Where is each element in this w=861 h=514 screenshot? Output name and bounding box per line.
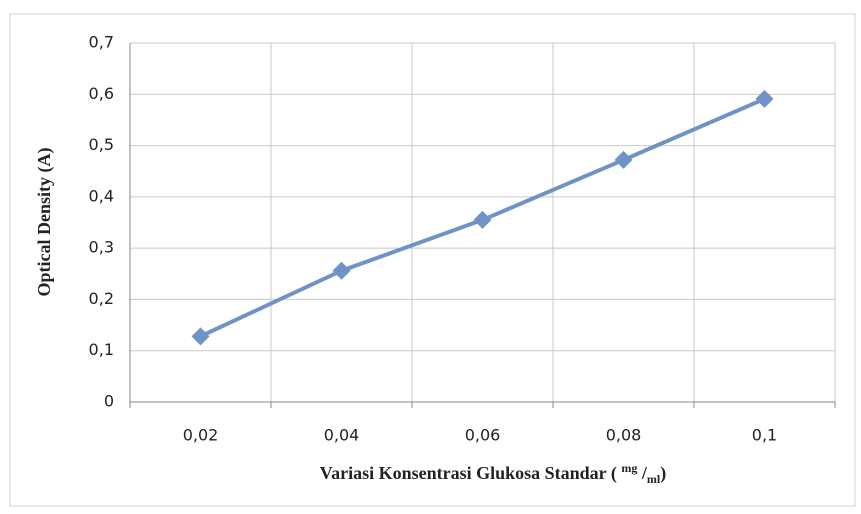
y-tick-label: 0,6 [89, 84, 114, 103]
x-tick-label: 0,06 [465, 426, 501, 445]
y-axis-label: Optical Density (A) [34, 148, 55, 297]
y-tick-label: 0,3 [89, 238, 114, 257]
y-tick-label: 0,1 [89, 340, 114, 359]
x-label-sup: mg [621, 461, 637, 475]
y-tick-label: 0,4 [89, 186, 114, 205]
y-tick-label: 0 [104, 392, 114, 411]
x-axis-label: Variasi Konsentrasi Glukosa Standar ( mg… [320, 461, 666, 486]
chart: Optical Density (A) Variasi Konsentrasi … [0, 0, 861, 514]
y-tick-label: 0,2 [89, 289, 114, 308]
y-tick-label: 0,7 [89, 33, 114, 52]
x-tick-label: 0,08 [606, 426, 642, 445]
x-tick-label: 0,04 [324, 426, 360, 445]
chart-border [10, 14, 855, 506]
x-tick-label: 0,02 [183, 426, 219, 445]
page: {"chart_data": {"type": "line", "ylabel"… [0, 0, 861, 514]
x-label-end: ) [660, 463, 666, 484]
x-tick-label: 0,1 [752, 426, 777, 445]
x-label-sub: ml [647, 472, 661, 486]
y-tick-label: 0,5 [89, 135, 114, 154]
x-label-text: Variasi Konsentrasi Glukosa Standar ( [320, 463, 622, 484]
